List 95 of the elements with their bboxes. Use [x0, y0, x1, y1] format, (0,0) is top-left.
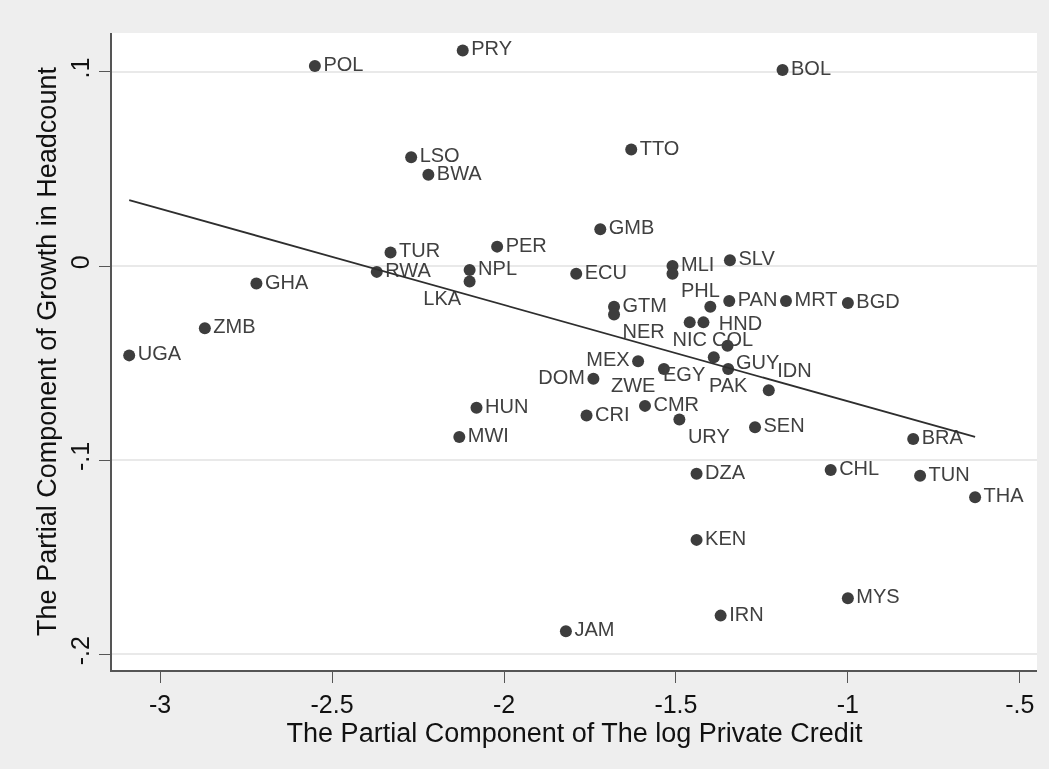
- point: [779, 295, 792, 307]
- point: [250, 277, 263, 290]
- point: [384, 246, 397, 259]
- point: [580, 409, 593, 422]
- point: [762, 384, 775, 397]
- point: [673, 413, 686, 426]
- data-label: SEN: [763, 414, 805, 437]
- point: [723, 254, 736, 267]
- data-label: PER: [505, 233, 547, 256]
- point: [707, 351, 720, 364]
- data-label: HUN: [485, 394, 529, 417]
- point: [776, 63, 789, 76]
- point: [697, 316, 710, 329]
- data-label: PHL: [681, 279, 720, 302]
- data-label: KEN: [705, 526, 747, 549]
- data-label: DZA: [705, 460, 746, 483]
- point: [639, 399, 651, 412]
- x-axis-title: The Partial Component of The log Private Credit: [286, 717, 863, 748]
- data-label: ECU: [584, 260, 627, 283]
- data-label: NIC: [672, 327, 707, 350]
- data-label: THA: [983, 484, 1025, 507]
- data-label: TUN: [928, 462, 970, 485]
- point: [453, 430, 466, 443]
- data-label: CHL: [839, 456, 880, 479]
- point: [841, 296, 854, 309]
- point: [123, 349, 136, 362]
- data-label: UGA: [137, 342, 182, 365]
- data-label: ZWE: [610, 374, 656, 397]
- data-label: IRN: [729, 602, 764, 625]
- point: [969, 491, 982, 504]
- data-label: BOL: [791, 56, 832, 79]
- x-tick-label: -2.5: [310, 689, 354, 718]
- data-label: SLV: [738, 247, 776, 270]
- point: [456, 44, 469, 57]
- x-tick-label: -1.5: [654, 689, 698, 718]
- point: [308, 60, 321, 73]
- y-tick-label: -.2: [66, 636, 95, 666]
- data-label: CRI: [595, 402, 630, 425]
- point: [463, 275, 476, 288]
- data-label: BRA: [921, 425, 964, 448]
- data-label: DOM: [538, 365, 585, 388]
- data-label: GMB: [608, 216, 655, 239]
- data-label: PAN: [737, 288, 778, 311]
- point: [841, 592, 854, 605]
- data-label: TTO: [639, 136, 680, 159]
- data-label: IDN: [777, 358, 812, 381]
- point: [559, 625, 572, 638]
- point: [625, 143, 638, 156]
- point: [683, 316, 696, 329]
- data-label: NPL: [478, 256, 518, 279]
- data-label: MLI: [681, 253, 715, 276]
- y-tick-label: -.1: [66, 441, 95, 472]
- data-label: BGD: [856, 289, 900, 312]
- point: [632, 355, 645, 368]
- point: [463, 263, 476, 276]
- point: [723, 295, 736, 307]
- data-label: ZMB: [213, 315, 256, 338]
- point: [198, 322, 211, 335]
- data-label: MWI: [467, 423, 509, 446]
- data-label: LKA: [423, 287, 462, 310]
- point: [914, 469, 927, 482]
- data-label: MEX: [586, 348, 630, 371]
- point: [824, 463, 837, 476]
- data-label: MRT: [794, 288, 838, 311]
- y-tick-label: 0: [66, 255, 95, 270]
- data-label: GHA: [264, 270, 309, 293]
- data-label: PRY: [471, 37, 513, 60]
- point: [405, 151, 418, 164]
- data-label: POL: [323, 53, 364, 76]
- point: [422, 168, 435, 181]
- y-tick-label: .1: [66, 57, 95, 79]
- point: [570, 267, 583, 280]
- point: [749, 421, 762, 434]
- data-label: JAM: [574, 618, 615, 641]
- point: [470, 401, 483, 414]
- data-label: PAK: [708, 374, 749, 397]
- data-label: MYS: [856, 585, 900, 608]
- x-tick-label: -2: [492, 689, 516, 718]
- x-tick-label: -1: [836, 689, 859, 718]
- point: [491, 240, 504, 253]
- x-tick-label: -3: [149, 689, 172, 718]
- point: [690, 533, 703, 546]
- data-label: NER: [622, 320, 665, 343]
- x-tick-label: -.5: [1005, 689, 1035, 718]
- point: [714, 609, 727, 622]
- point: [704, 300, 717, 313]
- data-label: GUY: [736, 351, 780, 374]
- data-label: CMR: [653, 392, 700, 415]
- data-label: GTM: [622, 293, 667, 316]
- point: [587, 372, 600, 385]
- point: [907, 432, 920, 445]
- data-label: URY: [687, 424, 730, 447]
- y-axis-title: The Partial Component of Growth in Headcount: [31, 66, 62, 636]
- point: [690, 467, 703, 480]
- point: [594, 223, 607, 236]
